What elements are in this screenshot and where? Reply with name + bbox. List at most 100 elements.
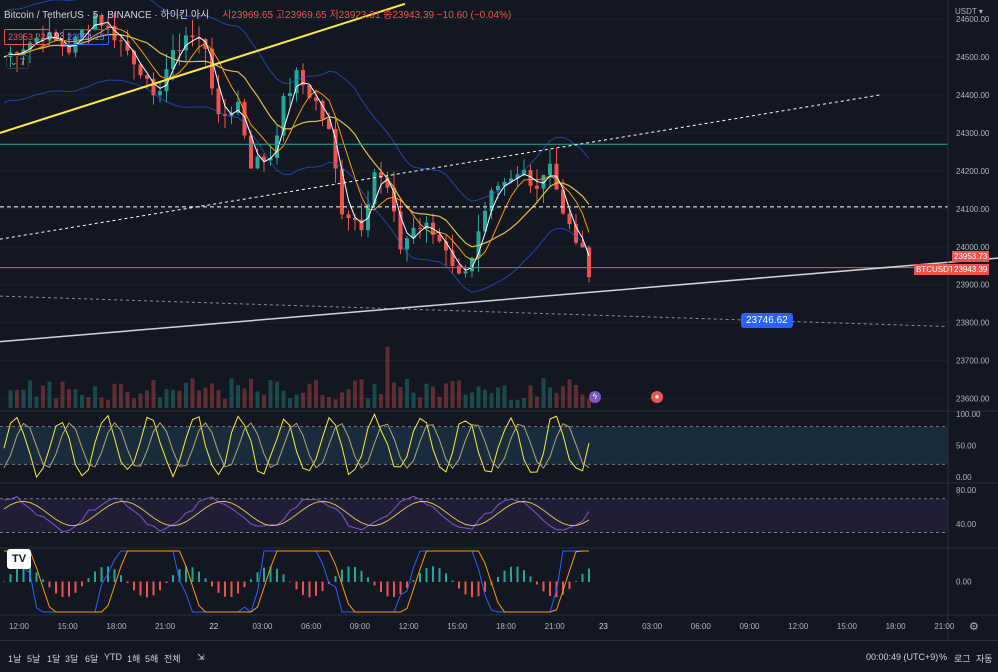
- range-button[interactable]: 5해: [145, 654, 159, 664]
- clock[interactable]: 00:00:49 (UTC+9): [866, 652, 939, 662]
- candle-body: [405, 238, 409, 250]
- volume-bar: [437, 396, 442, 408]
- macd-histogram-bar: [360, 570, 363, 582]
- macd-histogram-bar: [94, 571, 96, 582]
- volume-bar: [385, 346, 390, 408]
- y-tick-label: 23800.00: [956, 319, 990, 328]
- candle-body: [359, 219, 364, 231]
- candle-body: [197, 37, 201, 40]
- volume-bar: [411, 392, 416, 408]
- buy-price-button[interactable]: 23954.15: [63, 29, 109, 45]
- price-callout[interactable]: 23746.62: [741, 313, 793, 328]
- bollinger-lower: [3, 79, 590, 293]
- macd-histogram-bar: [497, 576, 499, 582]
- candle-body: [379, 172, 383, 178]
- macd-histogram-bar: [139, 581, 142, 596]
- drawings: [0, 2, 998, 343]
- x-tick-label: 18:00: [495, 622, 517, 631]
- volume-bar: [171, 389, 175, 408]
- range-button[interactable]: 1날: [8, 654, 22, 664]
- auto-toggle[interactable]: 자동: [976, 654, 993, 664]
- macd-histogram-bar: [263, 567, 265, 582]
- flag-event-icon[interactable]: ●: [651, 391, 663, 403]
- candle-body: [262, 156, 266, 161]
- volume-bar: [229, 378, 234, 408]
- candle-body: [242, 101, 247, 136]
- goto-date-icon[interactable]: ⇲: [197, 652, 205, 662]
- x-tick-label: 03:00: [642, 622, 663, 631]
- lightning-event-icon[interactable]: ϟ: [589, 391, 601, 403]
- x-tick-label: 15:00: [836, 622, 857, 631]
- symbol-title[interactable]: Bitcoin / TetherUS · 5 · BINANCE · 하이킨 아…: [4, 10, 210, 21]
- volume-bar: [28, 380, 32, 408]
- macd-histogram-bar: [3, 581, 5, 582]
- candle-body: [333, 128, 338, 169]
- indicator-line: [3, 413, 590, 479]
- range-button[interactable]: 3달: [65, 654, 79, 664]
- macd-histogram-bar: [484, 581, 486, 592]
- candle-body: [502, 181, 507, 186]
- pane-tick-label: 40.00: [956, 520, 977, 529]
- candle-body: [151, 78, 156, 96]
- volume-bar: [476, 386, 481, 408]
- macd-histogram-bar: [380, 581, 382, 593]
- sell-price-button[interactable]: 23953.22: [4, 29, 50, 45]
- settings-gear-icon[interactable]: ⚙: [969, 621, 979, 633]
- volume-bar: [164, 389, 169, 408]
- volume-bar: [99, 397, 104, 408]
- range-button[interactable]: YTD: [104, 652, 122, 662]
- volume-bar: [223, 398, 227, 408]
- volume-bar: [106, 399, 110, 408]
- volume-bar: [574, 385, 578, 408]
- candle-body: [216, 88, 221, 115]
- log-toggle[interactable]: 로그: [954, 654, 971, 664]
- macd-histogram-bar: [269, 566, 272, 582]
- tradingview-logo[interactable]: TV: [7, 549, 31, 569]
- currency-selector[interactable]: USDT ▾: [955, 7, 983, 16]
- x-tick-label: 06:00: [301, 622, 322, 631]
- macd-histogram-bar: [133, 581, 135, 591]
- macd-histogram-bar: [406, 581, 408, 589]
- candle-body: [99, 15, 104, 26]
- x-tick-label: 21:00: [934, 622, 955, 631]
- volume-bar: [307, 383, 312, 408]
- percent-toggle[interactable]: %: [939, 652, 948, 662]
- volume-bar: [34, 396, 39, 408]
- x-tick-label: 22: [209, 622, 219, 631]
- range-button[interactable]: 전체: [164, 654, 181, 664]
- candle-body: [119, 40, 123, 42]
- indicator-overlays: [3, 0, 590, 293]
- candle-body: [145, 75, 149, 79]
- macd-histogram-bar: [412, 580, 415, 582]
- candle-body: [125, 40, 130, 51]
- range-button[interactable]: 6달: [85, 654, 99, 664]
- candle-body: [249, 135, 253, 169]
- volume-bar: [112, 383, 117, 408]
- candle-body: [307, 85, 312, 98]
- macd-histogram-bar: [185, 566, 187, 582]
- candle-body: [132, 50, 136, 65]
- range-button[interactable]: 1달: [47, 654, 61, 664]
- indicator-toggle[interactable]: ⌄ 7: [6, 55, 30, 69]
- volume-bar: [483, 389, 487, 408]
- volume-bar: [262, 394, 266, 408]
- candle-body: [509, 178, 513, 182]
- candle-body: [483, 210, 487, 232]
- range-button[interactable]: 5날: [27, 654, 41, 664]
- range-button[interactable]: 1해: [127, 654, 141, 664]
- macd-histogram-bar: [74, 581, 77, 593]
- macd-histogram-bar: [529, 576, 532, 582]
- macd-histogram-bar: [399, 581, 402, 595]
- macd-histogram-bar: [198, 571, 200, 582]
- pane-tick-label: 0.00: [956, 578, 972, 587]
- candle-body: [580, 242, 585, 248]
- trend-line-yellow: [0, 2, 406, 134]
- macd-histogram-bar: [152, 581, 155, 596]
- x-tick-label: 23: [598, 622, 608, 631]
- candle-body: [574, 224, 578, 243]
- indicator-line: [3, 495, 590, 533]
- candle-body: [424, 222, 429, 229]
- symbol-header[interactable]: Bitcoin / TetherUS · 5 · BINANCE · 하이킨 아…: [4, 6, 511, 21]
- volume-bar: [366, 398, 370, 408]
